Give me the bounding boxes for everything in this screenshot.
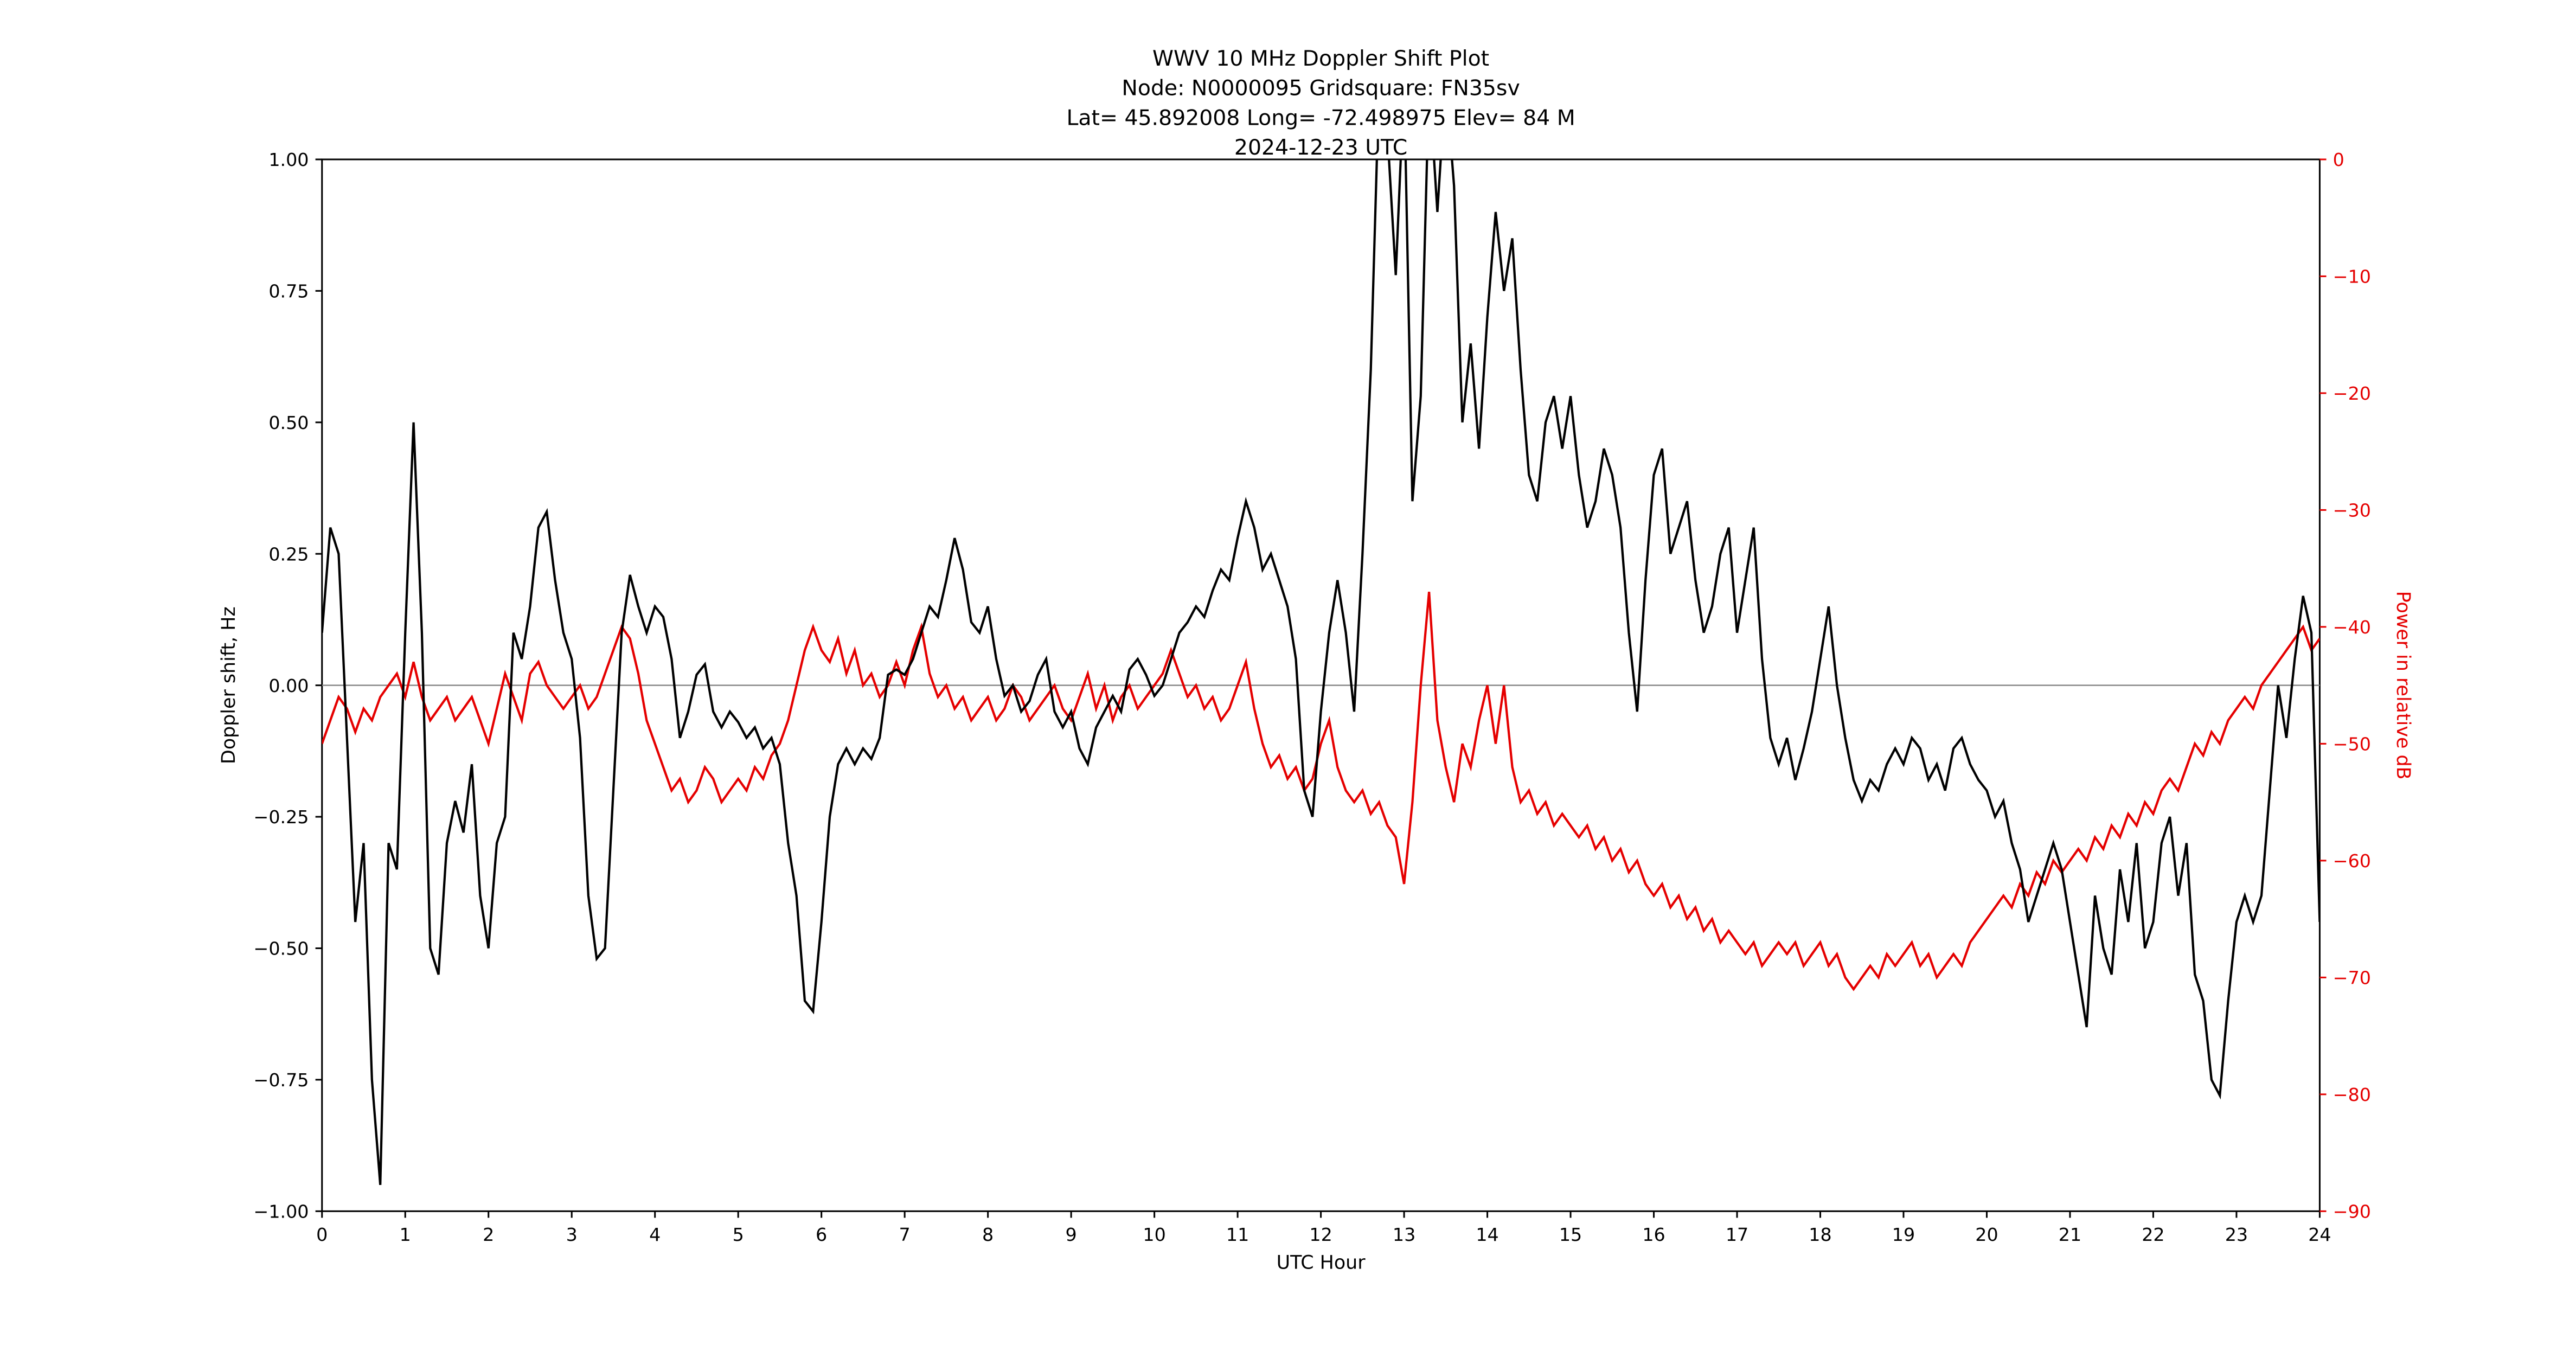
x-tick-label: 22 xyxy=(2142,1224,2164,1245)
y-left-tick-label: 0.75 xyxy=(268,280,309,302)
y-left-tick-label: −0.25 xyxy=(253,806,309,828)
y-right-tick-label: −20 xyxy=(2333,383,2371,404)
x-tick-label: 13 xyxy=(1393,1224,1415,1245)
y-right-tick-label: −70 xyxy=(2333,967,2371,988)
y-right-tick-label: −40 xyxy=(2333,617,2371,638)
y-right-tick-label: −90 xyxy=(2333,1201,2371,1222)
y-left-tick-label: 0.25 xyxy=(268,543,309,565)
x-tick-label: 14 xyxy=(1476,1224,1498,1245)
y-left-axis-label: Doppler shift, Hz xyxy=(218,606,240,764)
x-tick-label: 8 xyxy=(982,1224,994,1245)
chart-title: WWV 10 MHz Doppler Shift Plot xyxy=(1152,46,1489,71)
y-left-tick-label: −1.00 xyxy=(253,1201,309,1222)
y-right-axis-ticks: 0 −10 −20 −30 −40 −50 −60 −70 −80 −90 xyxy=(2319,149,2371,1222)
x-tick-label: 11 xyxy=(1226,1224,1249,1245)
chart-subtitle-date: 2024-12-23 UTC xyxy=(1234,135,1407,160)
x-tick-label: 3 xyxy=(566,1224,578,1245)
x-tick-label: 6 xyxy=(816,1224,827,1245)
x-tick-label: 16 xyxy=(1642,1224,1665,1245)
y-left-tick-label: −0.50 xyxy=(253,938,309,959)
x-tick-label: 0 xyxy=(316,1224,328,1245)
y-right-tick-label: −50 xyxy=(2333,733,2371,754)
y-right-axis-label: Power in relative dB xyxy=(2392,591,2414,780)
chart-title-block: WWV 10 MHz Doppler Shift Plot Node: N000… xyxy=(1066,46,1575,160)
y-left-tick-label: 0.00 xyxy=(268,675,309,696)
x-tick-label: 1 xyxy=(400,1224,411,1245)
doppler-line-series xyxy=(322,159,2320,1186)
x-tick-label: 17 xyxy=(1726,1224,1748,1245)
x-axis-ticks: 0 1 2 3 4 5 6 7 8 9 10 11 12 13 14 15 16 17 18 19 20 21 22 23 24 xyxy=(316,1211,2331,1245)
x-tick-label: 5 xyxy=(733,1224,744,1245)
x-tick-label: 23 xyxy=(2225,1224,2248,1245)
y-right-tick-label: −10 xyxy=(2333,266,2371,287)
y-left-tick-label: 0.50 xyxy=(268,412,309,433)
x-tick-label: 10 xyxy=(1143,1224,1165,1245)
x-tick-label: 21 xyxy=(2059,1224,2081,1245)
y-left-tick-label: 1.00 xyxy=(268,149,309,170)
x-tick-label: 19 xyxy=(1892,1224,1915,1245)
x-tick-label: 12 xyxy=(1309,1224,1332,1245)
x-tick-label: 9 xyxy=(1066,1224,1077,1245)
plot-area xyxy=(322,159,2320,1186)
chart-subtitle-node-gridsquare: Node: N0000095 Gridsquare: FN35sv xyxy=(1122,76,1520,101)
y-left-tick-label: −0.75 xyxy=(253,1069,309,1091)
y-left-axis-ticks: 1.00 0.75 0.50 0.25 0.00 −0.25 −0.50 −0.75 −1.00 xyxy=(253,149,322,1222)
y-right-tick-label: −60 xyxy=(2333,850,2371,872)
x-tick-label: 7 xyxy=(899,1224,911,1245)
x-tick-label: 15 xyxy=(1559,1224,1582,1245)
y-right-tick-label: 0 xyxy=(2333,149,2344,170)
y-right-tick-label: −80 xyxy=(2333,1084,2371,1105)
x-tick-label: 20 xyxy=(1975,1224,1998,1245)
x-axis-label: UTC Hour xyxy=(1277,1252,1366,1273)
x-tick-label: 2 xyxy=(483,1224,494,1245)
power-line-series xyxy=(322,592,2320,991)
y-right-tick-label: −30 xyxy=(2333,500,2371,521)
chart-subtitle-lat-long-elev: Lat= 45.892008 Long= -72.498975 Elev= 84… xyxy=(1066,105,1575,130)
x-tick-label: 4 xyxy=(649,1224,661,1245)
x-tick-label: 24 xyxy=(2308,1224,2331,1245)
x-tick-label: 18 xyxy=(1809,1224,1831,1245)
